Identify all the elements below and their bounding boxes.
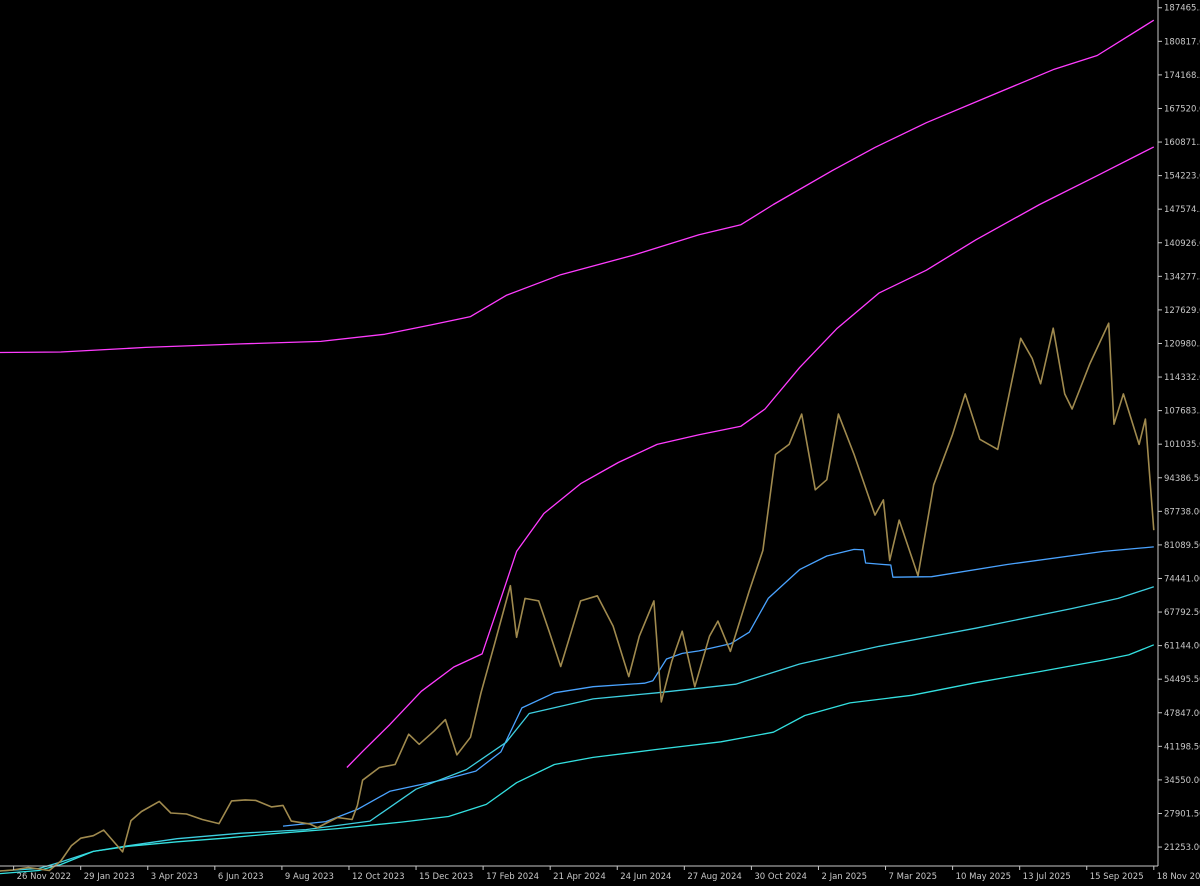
x-tick-label: 3 Apr 2023: [151, 872, 198, 882]
series-line-5: [0, 644, 1155, 875]
y-tick-label: 21253.00: [1164, 843, 1200, 853]
y-tick-label: 107683.50: [1164, 407, 1200, 417]
x-tick-label: 2 Jan 2025: [821, 872, 867, 882]
x-tick-label: 13 Jul 2025: [1023, 872, 1071, 882]
y-tick-label: 74441.00: [1164, 574, 1200, 584]
y-tick-label: 114332.00: [1164, 373, 1200, 383]
y-tick-label: 34550.00: [1164, 776, 1200, 786]
y-tick-label: 61144.00: [1164, 642, 1200, 652]
y-tick-label: 101035.00: [1164, 440, 1200, 450]
y-tick-label: 167520.00: [1164, 104, 1200, 114]
y-tick-label: 81089.50: [1164, 541, 1200, 551]
y-tick-label: 187465.50: [1164, 4, 1200, 14]
y-tick-label: 27901.50: [1164, 809, 1200, 819]
series-layer: [0, 19, 1155, 875]
y-tick-label: 67792.50: [1164, 608, 1200, 618]
x-tick-label: 6 Jun 2023: [218, 872, 264, 882]
series-line-1: [0, 19, 1155, 354]
y-tick-label: 160871.50: [1164, 138, 1200, 148]
x-tick-label: 24 Jun 2024: [620, 872, 671, 882]
x-axis[interactable]: 26 Nov 2022 29 Jan 2023 3 Apr 2023 6 Jun 20…: [0, 865, 1200, 882]
y-tick-label: 94386.50: [1164, 474, 1200, 484]
y-tick-label: 140926.00: [1164, 239, 1200, 249]
y-tick-label: 147574.50: [1164, 205, 1200, 215]
x-tick-label: 21 Apr 2024: [553, 872, 606, 882]
x-tick-label: 15 Sep 2025: [1090, 872, 1144, 882]
y-axis[interactable]: 187465.50 180817.00 174168.50 167520.00 1608…: [1157, 0, 1200, 866]
y-tick-label: 41198.50: [1164, 742, 1200, 752]
series-line-6: [0, 322, 1155, 872]
series-line-2: [346, 146, 1155, 768]
x-tick-label: 18 Nov 2025: [1157, 872, 1200, 882]
x-tick-label: 7 Mar 2025: [889, 872, 937, 882]
y-tick-label: 127629.00: [1164, 306, 1200, 316]
x-tick-label: 15 Dec 2023: [419, 872, 473, 882]
y-tick-label: 87738.00: [1164, 507, 1200, 517]
series-line-3: [282, 546, 1154, 827]
y-tick-label: 154223.00: [1164, 172, 1200, 182]
y-tick-label: 180817.00: [1164, 37, 1200, 47]
x-tick-label: 27 Aug 2024: [687, 872, 741, 882]
x-tick-label: 10 May 2025: [956, 872, 1011, 882]
y-tick-label: 54495.50: [1164, 675, 1200, 685]
x-tick-label: 30 Oct 2024: [754, 872, 807, 882]
x-tick-label: 29 Jan 2023: [84, 872, 135, 882]
y-tick-label: 47847.00: [1164, 709, 1200, 719]
x-tick-label: 17 Feb 2024: [486, 872, 539, 882]
x-tick-label: 9 Aug 2023: [285, 872, 334, 882]
y-tick-label: 174168.50: [1164, 71, 1200, 81]
x-tick-label: 26 Nov 2022: [17, 872, 71, 882]
x-tick-label: 12 Oct 2023: [352, 872, 405, 882]
y-tick-label: 120980.50: [1164, 339, 1200, 349]
y-tick-label: 134277.50: [1164, 272, 1200, 282]
